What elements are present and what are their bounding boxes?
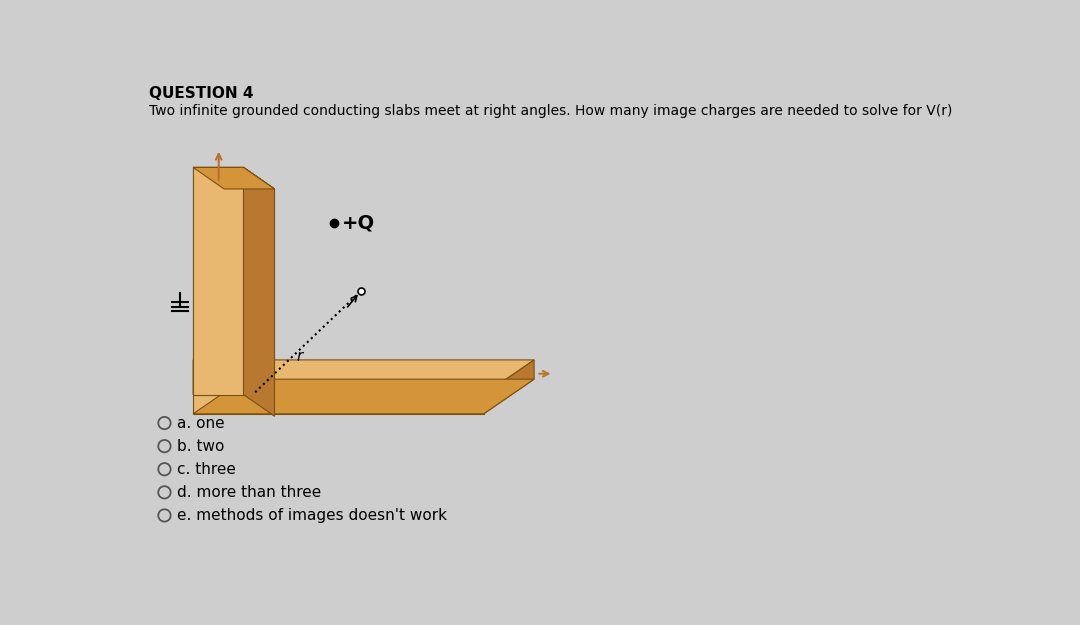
Text: r: r xyxy=(296,349,302,364)
Polygon shape xyxy=(193,168,274,189)
Text: a. one: a. one xyxy=(177,416,225,431)
Text: +Q: +Q xyxy=(342,213,375,232)
Text: QUESTION 4: QUESTION 4 xyxy=(149,86,254,101)
Text: c. three: c. three xyxy=(177,462,235,477)
Polygon shape xyxy=(484,360,535,414)
Polygon shape xyxy=(193,168,243,394)
Polygon shape xyxy=(193,168,274,189)
Polygon shape xyxy=(193,360,535,394)
Text: Two infinite grounded conducting slabs meet at right angles. How many image char: Two infinite grounded conducting slabs m… xyxy=(149,104,953,118)
Text: d. more than three: d. more than three xyxy=(177,485,321,500)
Text: e. methods of images doesn't work: e. methods of images doesn't work xyxy=(177,508,447,523)
Text: b. two: b. two xyxy=(177,439,225,454)
Polygon shape xyxy=(193,394,484,414)
Polygon shape xyxy=(243,168,274,416)
Polygon shape xyxy=(243,168,274,416)
Polygon shape xyxy=(193,379,535,414)
Polygon shape xyxy=(193,168,243,394)
